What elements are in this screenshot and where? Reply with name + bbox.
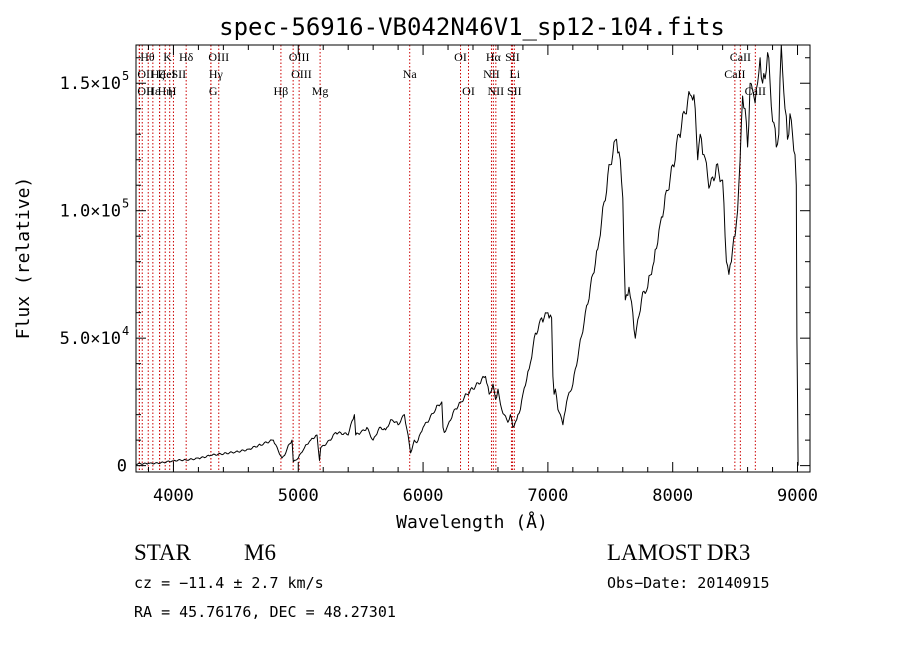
line-label: Hβ — [274, 84, 289, 98]
line-label: SII — [505, 50, 520, 64]
survey-name: LAMOST DR3 — [607, 540, 751, 565]
y-tick-label: 1.0×10 — [60, 202, 121, 222]
spectrum-line — [136, 44, 799, 466]
x-tick-label: 9000 — [777, 486, 818, 506]
line-label: NII — [488, 84, 505, 98]
line-label: Hζ — [151, 67, 165, 81]
x-tick-label: 5000 — [278, 486, 319, 506]
line-label: Li — [509, 67, 520, 81]
line-label: Mg — [312, 84, 329, 98]
object-class: STAR — [134, 540, 191, 565]
line-label: CaII — [724, 67, 745, 81]
spectral-line-labels: HθOIIOIIHεHζHeIHηKHSIIHδGHγOIIIHβOIIIOII… — [137, 50, 766, 98]
redshift-cz: cz = −11.4 ± 2.7 km/s — [134, 574, 324, 592]
x-tick-label: 6000 — [403, 486, 444, 506]
line-label: OII — [137, 84, 154, 98]
line-label: Hδ — [179, 50, 194, 64]
line-label: OIII — [208, 50, 229, 64]
y-tick-exponent: 5 — [122, 197, 129, 211]
spectral-line-markers — [138, 45, 756, 472]
line-label: OI — [454, 50, 467, 64]
line-label: Hθ — [140, 50, 155, 64]
line-label: CaII — [730, 50, 751, 64]
line-label: Hη — [158, 84, 173, 98]
line-label: OI — [462, 84, 475, 98]
line-label: HeI — [158, 67, 176, 81]
line-label: Na — [403, 67, 418, 81]
line-label: NII — [483, 67, 500, 81]
y-axis-label: Flux (relative) — [13, 177, 34, 340]
line-label: OIII — [291, 67, 312, 81]
y-tick-label: 0 — [117, 457, 127, 477]
x-axis: 4000 5000 6000 7000 8000 9000 — [147, 45, 818, 506]
line-label: H — [168, 84, 177, 98]
line-label: OIII — [289, 50, 310, 64]
line-label: SII — [171, 67, 186, 81]
line-label: OII — [137, 67, 154, 81]
y-tick-label: 1.5×10 — [60, 74, 121, 94]
plot-frame — [135, 44, 811, 473]
line-label: Hγ — [209, 67, 224, 81]
line-label: G — [209, 84, 218, 98]
x-tick-label: 7000 — [527, 486, 568, 506]
x-tick-label: 8000 — [652, 486, 693, 506]
x-tick-label: 4000 — [153, 486, 194, 506]
y-tick-exponent: 5 — [122, 69, 129, 83]
ra-dec: RA = 45.76176, DEC = 48.27301 — [134, 603, 396, 621]
y-tick-exponent: 4 — [122, 324, 129, 338]
observation-date: Obs−Date: 20140915 — [607, 574, 770, 592]
y-axis: 05.0×10 41.0×10 51.5×10 5 — [60, 57, 810, 477]
line-label: Hα — [486, 50, 502, 64]
x-axis-label: Wavelength (Å) — [396, 511, 548, 533]
line-label: Hε — [146, 84, 160, 98]
chart-title: spec-56916-VB042N46V1_sp12-104.fits — [219, 13, 725, 41]
object-subclass: M6 — [244, 540, 276, 565]
y-tick-label: 5.0×10 — [60, 329, 121, 349]
line-label: K — [163, 50, 172, 64]
spectrum-series — [136, 44, 799, 466]
line-label: SII — [507, 84, 522, 98]
